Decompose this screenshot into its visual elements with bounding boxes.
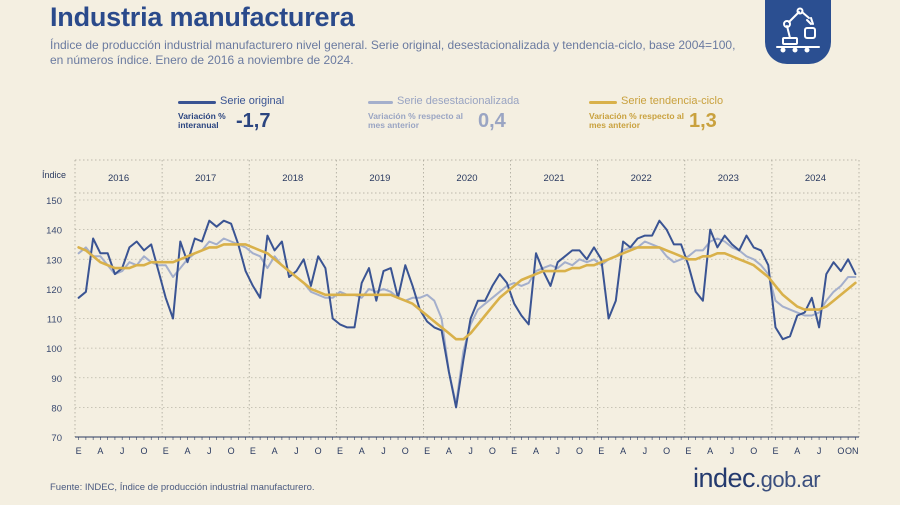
y-tick-label: 130 xyxy=(46,255,62,266)
legend-original-sub: Variación % interanual xyxy=(178,111,226,130)
year-label: 2021 xyxy=(544,173,565,184)
x-tick-label: A xyxy=(707,446,713,456)
y-tick-label: 80 xyxy=(51,403,62,414)
legend-deseas-label: Serie desestacionalizada xyxy=(397,95,520,107)
x-tick-label: O xyxy=(837,446,844,456)
legend-tendencia-label: Serie tendencia-ciclo xyxy=(621,95,724,107)
industry-badge xyxy=(765,0,831,64)
x-tick-label: J xyxy=(555,446,560,456)
x-tick-label: E xyxy=(424,446,430,456)
legend-original-label: Serie original xyxy=(220,95,285,107)
x-tick-label: O xyxy=(663,446,670,456)
series-original-line xyxy=(77,219,857,409)
y-tick-label: 100 xyxy=(46,344,62,355)
legend-deseas-sub: Variación % respecto al mes anterior xyxy=(368,111,463,130)
x-tick-label: E xyxy=(773,446,779,456)
legend-tendencia-value: 1,3 xyxy=(689,110,717,132)
legend-tendencia-sub: Variación % respecto al mes anterior xyxy=(589,111,684,130)
y-axis-label: Índice xyxy=(42,170,66,180)
x-tick-label: ON xyxy=(845,446,859,456)
year-label: 2020 xyxy=(456,173,477,184)
legend-original-swatch xyxy=(178,101,216,104)
x-tick-label: O xyxy=(576,446,583,456)
source-note: Fuente: INDEC, Índice de producción indu… xyxy=(50,482,315,493)
year-label: 2018 xyxy=(282,173,303,184)
x-tick-label: E xyxy=(598,446,604,456)
x-tick-label: A xyxy=(185,446,191,456)
x-tick-label: J xyxy=(730,446,735,456)
x-tick-label: J xyxy=(817,446,822,456)
year-label: 2019 xyxy=(369,173,390,184)
x-tick-label: A xyxy=(359,446,365,456)
x-tick-label: O xyxy=(750,446,757,456)
y-tick-label: 70 xyxy=(51,433,62,444)
x-tick-label: A xyxy=(97,446,103,456)
series-tendencia-line xyxy=(77,243,857,341)
x-tick-label: O xyxy=(489,446,496,456)
x-tick-label: O xyxy=(140,446,147,456)
y-tick-label: 110 xyxy=(47,315,62,326)
logo-main: indec xyxy=(693,463,756,493)
series-deseas-line xyxy=(77,237,857,406)
year-label: 2023 xyxy=(718,173,739,184)
indec-logo: indec.gob.ar xyxy=(693,463,821,494)
y-tick-label: 120 xyxy=(46,285,62,296)
y-tick-label: 90 xyxy=(51,374,62,385)
x-tick-label: J xyxy=(120,446,125,456)
subtitle: Índice de producción industrial manufact… xyxy=(50,38,736,67)
year-label: 2017 xyxy=(195,173,216,184)
x-tick-label: A xyxy=(446,446,452,456)
legend-deseas-swatch xyxy=(368,101,393,104)
legend-original-value: -1,7 xyxy=(236,110,271,132)
year-label: 2022 xyxy=(631,173,652,184)
y-tick-label: 150 xyxy=(46,196,62,207)
x-tick-label: E xyxy=(250,446,256,456)
x-tick-label: J xyxy=(207,446,212,456)
x-tick-label: E xyxy=(511,446,517,456)
x-tick-label: A xyxy=(533,446,539,456)
x-tick-label: E xyxy=(76,446,82,456)
x-tick-label: J xyxy=(294,446,299,456)
x-tick-label: O xyxy=(315,446,322,456)
x-tick-label: J xyxy=(381,446,386,456)
legend-deseas-value: 0,4 xyxy=(478,110,506,132)
robot-arm-icon xyxy=(776,7,820,53)
year-label: 2024 xyxy=(805,173,826,184)
x-tick-label: J xyxy=(468,446,473,456)
x-tick-label: E xyxy=(163,446,169,456)
x-tick-label: O xyxy=(228,446,235,456)
y-tick-label: 140 xyxy=(46,226,62,237)
x-tick-label: A xyxy=(272,446,278,456)
x-tick-label: E xyxy=(685,446,691,456)
legend-tendencia-swatch xyxy=(589,101,617,104)
x-tick-label: O xyxy=(402,446,409,456)
x-tick-label: A xyxy=(794,446,800,456)
x-tick-label: E xyxy=(337,446,343,456)
x-tick-label: J xyxy=(643,446,648,456)
x-tick-label: A xyxy=(620,446,626,456)
page-title: Industria manufacturera xyxy=(50,2,355,32)
logo-suffix: .gob.ar xyxy=(755,467,821,492)
year-label: 2016 xyxy=(108,173,129,184)
